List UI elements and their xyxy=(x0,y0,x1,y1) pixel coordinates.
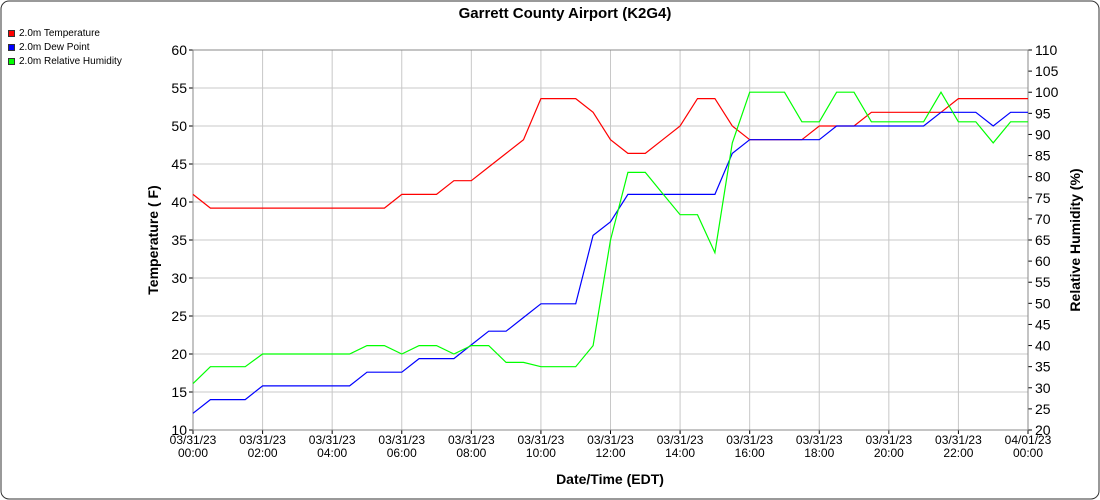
chart-title: Garrett County Airport (K2G4) xyxy=(459,5,672,22)
y-tick-label: 30 xyxy=(171,270,187,286)
y2-tick-label: 85 xyxy=(1035,148,1051,164)
legend-label: 2.0m Temperature xyxy=(19,28,100,39)
y2-tick-label: 25 xyxy=(1035,401,1051,417)
legend-swatch xyxy=(8,30,15,37)
y-tick-label: 35 xyxy=(171,232,187,248)
legend-item: 2.0m Dew Point xyxy=(8,42,90,53)
legend-swatch xyxy=(8,58,15,65)
y2-tick-label: 95 xyxy=(1035,105,1051,121)
x-tick-label: 03/31/23 08:00 xyxy=(447,433,495,460)
x-axis-label: Date/Time (EDT) xyxy=(556,471,664,487)
x-tick-label: 03/31/23 04:00 xyxy=(308,433,356,460)
y2-tick-label: 50 xyxy=(1035,295,1051,311)
y-tick-label: 25 xyxy=(171,308,187,324)
x-tick-label: 03/31/23 02:00 xyxy=(239,433,286,460)
y2-tick-label: 40 xyxy=(1035,338,1051,354)
y2-tick-label: 35 xyxy=(1035,359,1051,375)
y-tick-label: 15 xyxy=(171,384,187,400)
x-tick-label: 03/31/23 12:00 xyxy=(587,433,634,460)
y-axis-label: Temperature ( F) xyxy=(145,185,161,294)
y-tick-label: 20 xyxy=(171,346,187,362)
y-tick-label: 45 xyxy=(171,156,187,172)
y-tick-label: 10 xyxy=(171,422,187,438)
y-tick-label: 40 xyxy=(171,194,187,210)
legend-item: 2.0m Relative Humidity xyxy=(8,56,122,67)
series-line xyxy=(192,91,1028,385)
y2-tick-label: 20 xyxy=(1035,422,1051,438)
y2-tick-label: 105 xyxy=(1035,63,1059,79)
legend-swatch xyxy=(8,44,15,51)
y2-tick-label: 30 xyxy=(1035,380,1051,396)
y2-tick-label: 90 xyxy=(1035,126,1051,142)
series-line xyxy=(192,111,1028,414)
y2-axis-label: Relative Humidity (%) xyxy=(1067,168,1083,311)
series-line xyxy=(192,98,1028,209)
y-tick-label: 55 xyxy=(171,80,187,96)
x-tick-label: 04/01/23 00:00 xyxy=(1004,433,1052,460)
x-tick-label: 03/31/23 14:00 xyxy=(656,433,704,460)
x-tick-label: 03/31/23 16:00 xyxy=(726,433,774,460)
x-tick-label: 03/31/23 10:00 xyxy=(517,433,565,460)
x-tick-label: 03/31/23 00:00 xyxy=(169,433,217,460)
y2-tick-label: 45 xyxy=(1035,316,1051,332)
y2-tick-label: 80 xyxy=(1035,169,1051,185)
y2-tick-label: 65 xyxy=(1035,232,1051,248)
x-tick-label: 03/31/23 22:00 xyxy=(935,433,982,460)
x-tick-label: 03/31/23 18:00 xyxy=(795,433,843,460)
y2-tick-label: 110 xyxy=(1035,42,1058,58)
legend-item: 2.0m Temperature xyxy=(8,28,100,39)
y2-tick-label: 100 xyxy=(1035,84,1059,100)
x-tick-label: 03/31/23 06:00 xyxy=(378,433,426,460)
y-tick-label: 60 xyxy=(171,42,187,58)
y2-tick-label: 70 xyxy=(1035,211,1051,227)
y2-tick-label: 75 xyxy=(1035,190,1051,206)
plot-frame xyxy=(192,49,1029,431)
legend-label: 2.0m Dew Point xyxy=(19,42,90,53)
x-tick-label: 03/31/23 20:00 xyxy=(865,433,913,460)
y2-tick-label: 55 xyxy=(1035,274,1051,290)
y-tick-label: 50 xyxy=(171,118,187,134)
legend-label: 2.0m Relative Humidity xyxy=(19,56,122,67)
y2-tick-label: 60 xyxy=(1035,253,1051,269)
